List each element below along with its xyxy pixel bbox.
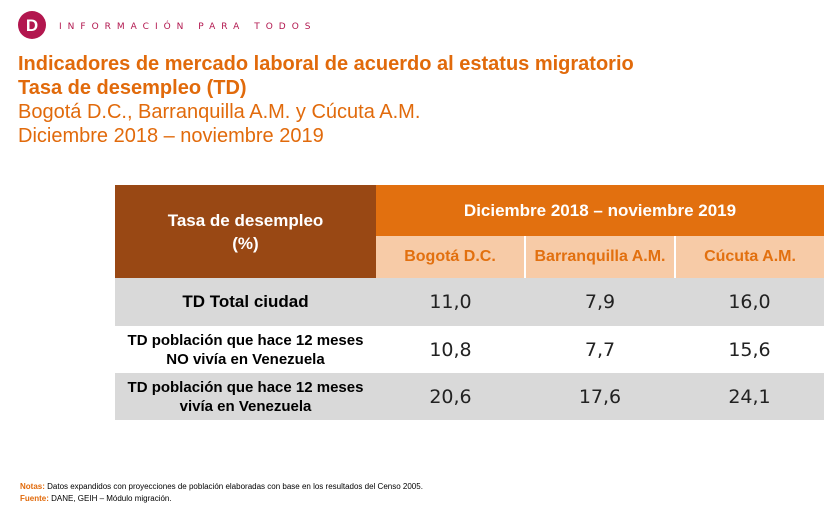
row-label-no-venezuela: TD población que hace 12 meses NO vivía …	[115, 326, 376, 373]
table-row: TD población que hace 12 meses NO vivía …	[115, 326, 824, 373]
table-row: TD Total ciudad 11,0 7,9 16,0	[115, 278, 825, 326]
row-label-line-1: TD población que hace 12 meses	[127, 378, 364, 396]
source-text: DANE, GEIH – Módulo migración.	[48, 494, 172, 503]
cell-venezuela-barranquilla: 17,6	[525, 373, 675, 420]
logo-letter: D	[26, 16, 38, 35]
subtitle-period: Diciembre 2018 – noviembre 2019	[18, 125, 324, 147]
column-header-bogota: Bogotá D.C.	[376, 236, 525, 278]
page-title: Indicadores de mercado laboral de acuerd…	[18, 52, 634, 100]
row-label-line-2: vivía en Venezuela	[179, 397, 312, 415]
table-corner-header: Tasa de desempleo (%)	[115, 185, 376, 278]
tagline: INFORMACIÓN PARA TODOS	[59, 22, 317, 32]
source-label: Fuente:	[20, 494, 49, 503]
unemployment-table: Tasa de desempleo (%) Diciembre 2018 – n…	[115, 185, 825, 420]
dane-logo-icon: D	[18, 11, 46, 39]
notes-line: Notas: Datos expandidos con proyecciones…	[20, 481, 423, 493]
notes-label: Notas:	[20, 482, 45, 491]
cell-total-bogota: 11,0	[376, 278, 525, 326]
cell-no-venezuela-cucuta: 15,6	[728, 338, 771, 361]
title-line-1: Indicadores de mercado laboral de acuerd…	[18, 53, 634, 75]
cell-total-cucuta: 16,0	[675, 278, 825, 326]
row-label-line-2: NO vivía en Venezuela	[166, 350, 325, 368]
source-line: Fuente: DANE, GEIH – Módulo migración.	[20, 493, 423, 505]
corner-line-1: Tasa de desempleo	[167, 210, 324, 230]
footnotes: Notas: Datos expandidos con proyecciones…	[20, 481, 423, 505]
cell-total-barranquilla: 7,9	[525, 278, 675, 326]
subtitle-region: Bogotá D.C., Barranquilla A.M. y Cúcuta …	[18, 101, 421, 123]
row-label-line-1: TD población que hace 12 meses	[127, 331, 364, 349]
row-label-venezuela: TD población que hace 12 meses vivía en …	[115, 373, 376, 420]
corner-line-2: (%)	[232, 233, 259, 253]
cell-venezuela-cucuta: 24,1	[675, 373, 825, 420]
row-label-total: TD Total ciudad	[115, 278, 376, 326]
period-header: Diciembre 2018 – noviembre 2019	[376, 185, 825, 236]
cell-no-venezuela-bogota: 10,8	[429, 338, 472, 361]
notes-text: Datos expandidos con proyecciones de pob…	[44, 482, 423, 491]
cell-venezuela-bogota: 20,6	[376, 373, 525, 420]
page-subtitle: Bogotá D.C., Barranquilla A.M. y Cúcuta …	[18, 100, 420, 148]
cell-no-venezuela-barranquilla: 7,7	[584, 338, 616, 361]
column-header-cucuta: Cúcuta A.M.	[673, 236, 825, 278]
column-header-barranquilla: Barranquilla A.M.	[524, 236, 675, 278]
table-row: TD población que hace 12 meses vivía en …	[115, 373, 825, 420]
title-line-2: Tasa de desempleo (TD)	[18, 77, 247, 99]
